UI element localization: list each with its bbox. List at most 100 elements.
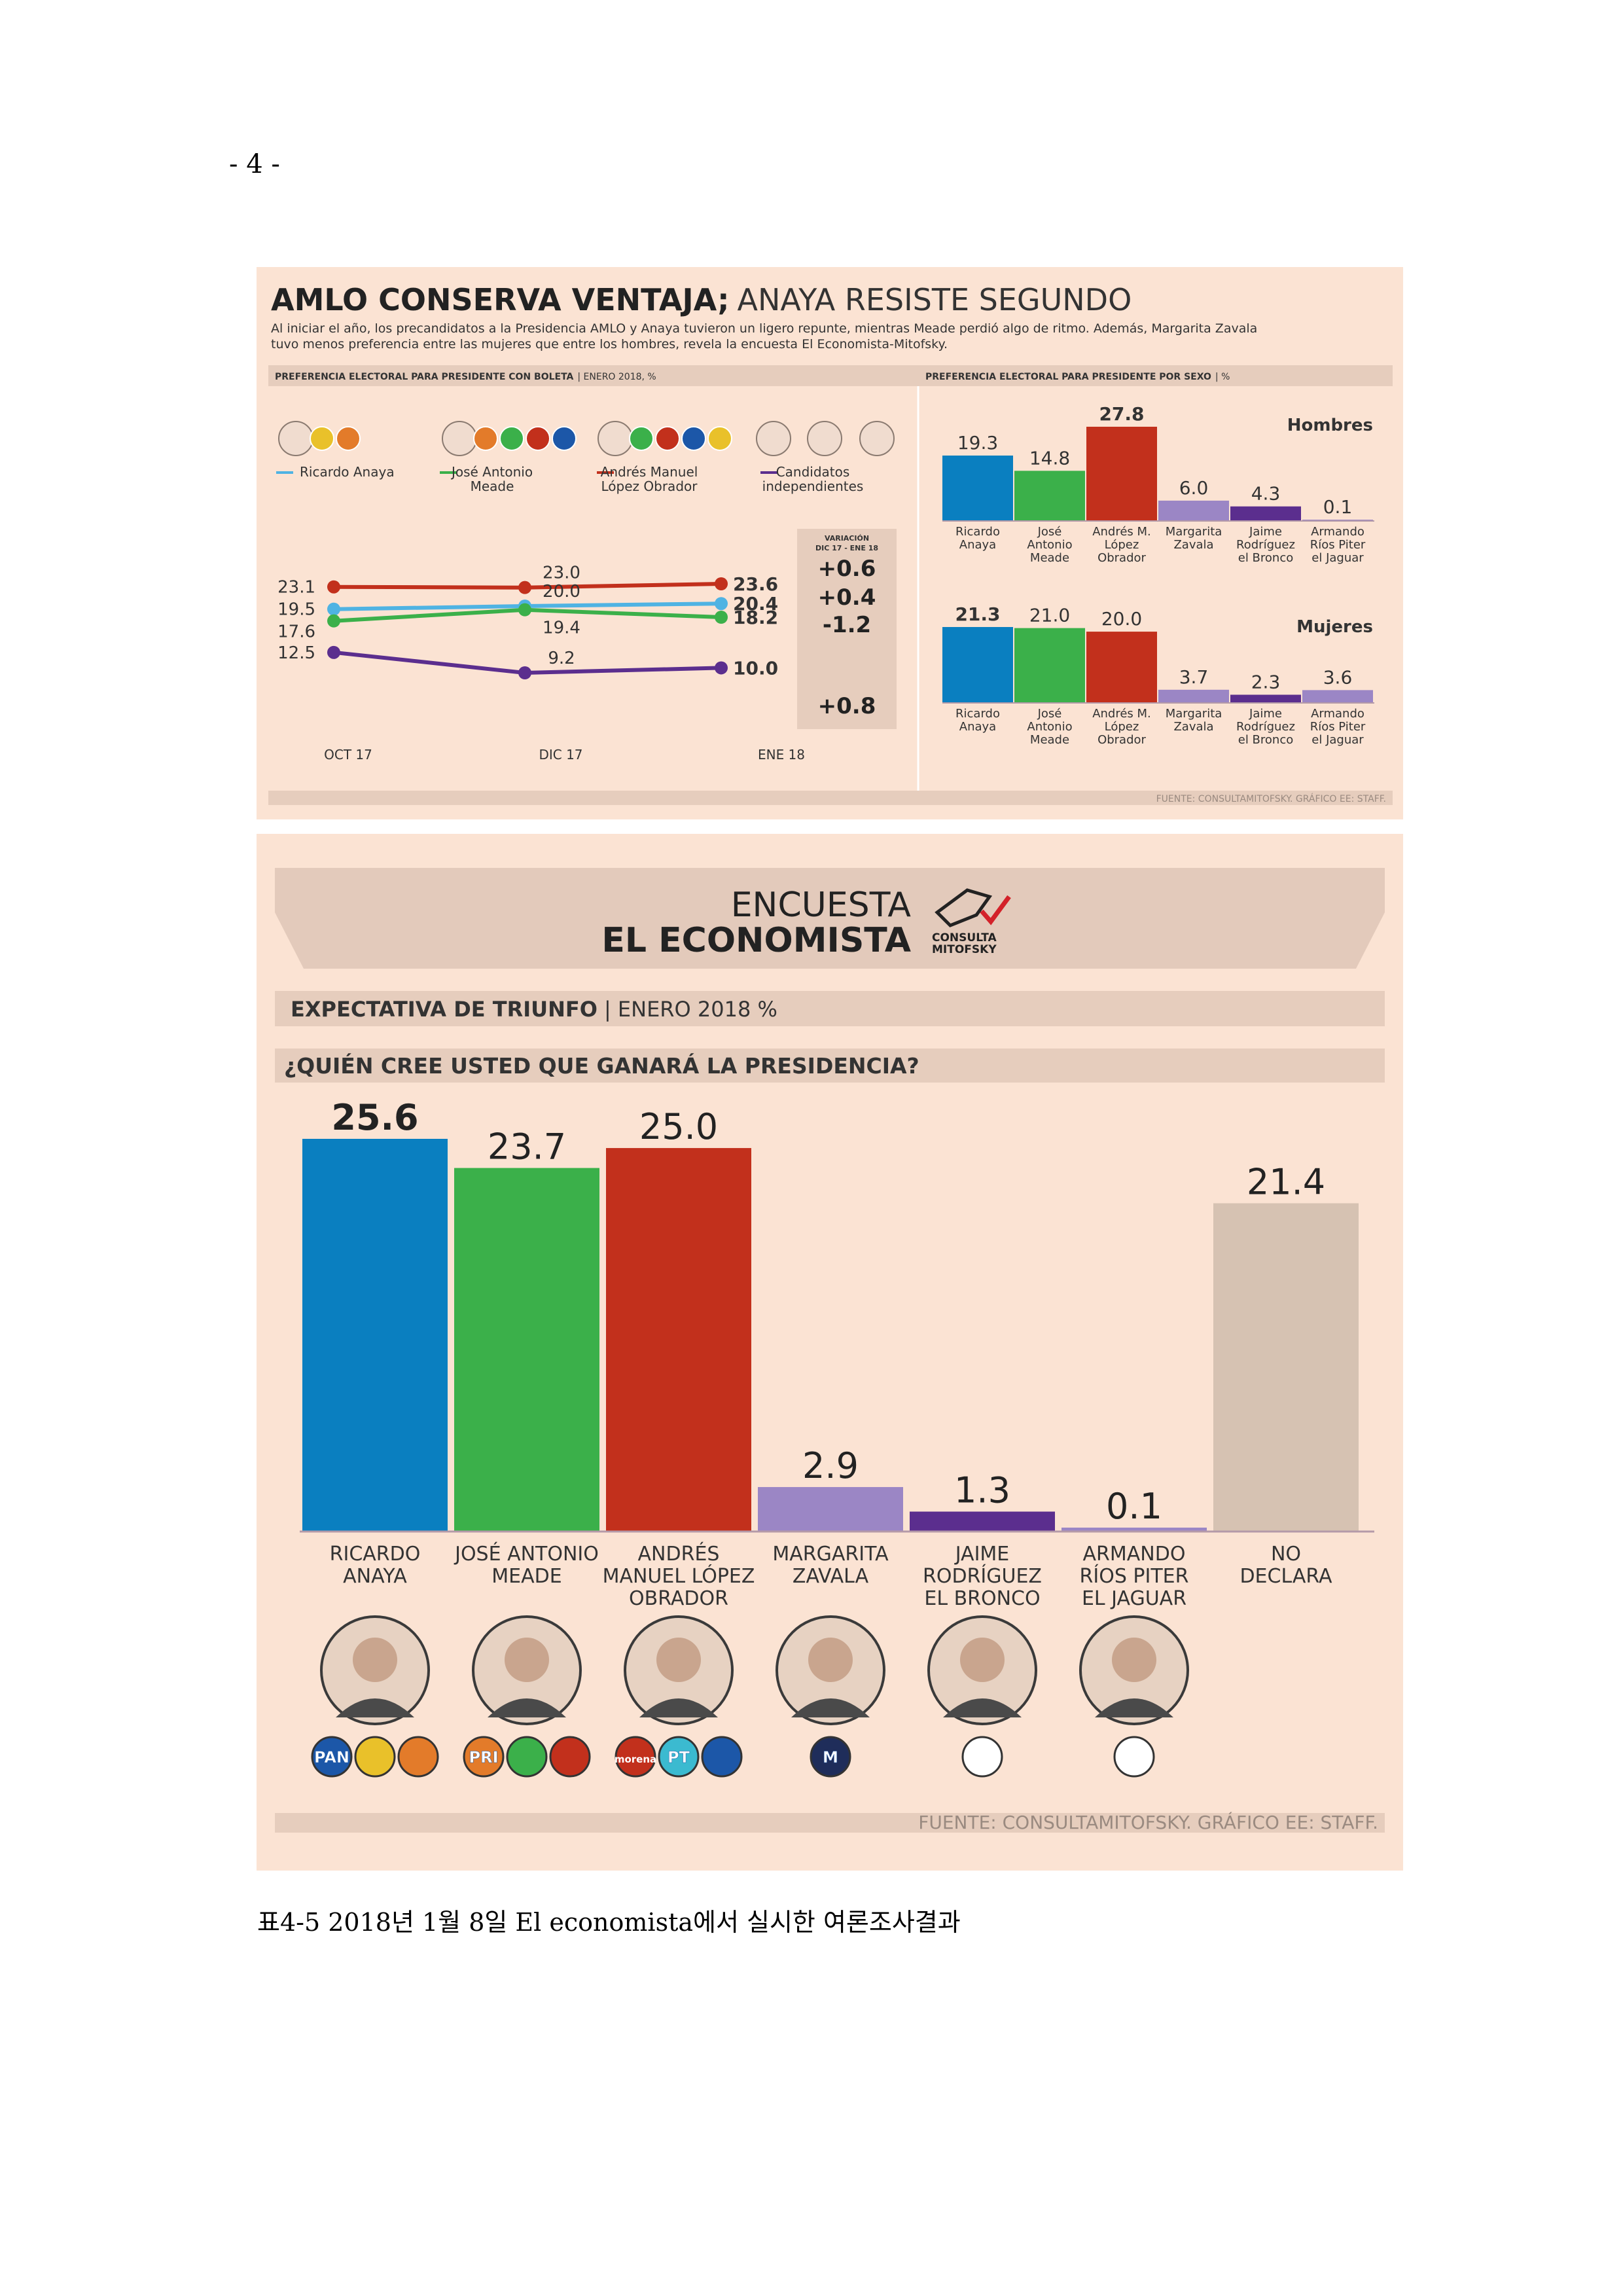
candidate-photo-icon [442,421,477,456]
bar-value-label: 0.1 [1106,1486,1162,1527]
figure-caption: 표4-5 2018년 1월 8일 El economista에서 실시한 여론조… [257,1908,961,1937]
panel1-intro-line1: Al iniciar el año, los precandidatos a l… [271,321,1257,336]
bar [1213,1203,1359,1532]
bar [1014,628,1085,703]
category-label: Margarita [1166,525,1222,539]
bar-value-label: 21.4 [1247,1161,1325,1202]
category-label: Ricardo [955,707,1000,721]
logo-check [980,895,1011,925]
sex-chart-title: Mujeres [1296,617,1373,637]
panel1-intro-line2: tuvo menos preferencia entre las mujeres… [271,337,948,351]
category-label: EL JAGUAR [1082,1587,1186,1610]
category-label: ARMANDO [1083,1543,1186,1566]
legend-label: López Obrador [601,478,698,494]
party-logo-icon [310,426,334,451]
panel2-source: FUENTE: CONSULTAMITOFSKY. GRÁFICO EE: ST… [918,1811,1378,1833]
candidate-photos: PAN PRI morena PT M [311,1615,1189,1778]
category-label: Zavala [1173,538,1213,552]
candidate-photo-icon [597,421,633,456]
category-label: Ríos Piter [1310,538,1366,552]
panel1-source: FUENTE: CONSULTAMITOFSKY. GRÁFICO EE: ST… [1156,793,1386,804]
party-logo-icon [506,1736,548,1778]
category-label: Andrés M. [1092,525,1151,539]
bar [606,1148,751,1532]
panel1-source-bar [268,791,1393,805]
shoulders-icon [336,1698,414,1717]
variation-box-bg [797,529,897,729]
point-label: 23.0 [543,564,580,583]
candidate-photo-icon [278,421,313,456]
bar-value-label: 3.7 [1179,666,1209,688]
party-logo-icon [463,1736,505,1778]
category-label: Jaime [1249,525,1282,539]
category-label: Meade [1030,733,1069,747]
category-label: José [1037,707,1062,721]
bar-value-label: 21.3 [955,603,1000,625]
shoulders-icon [791,1698,870,1717]
category-label: el Jaguar [1311,551,1364,565]
logo-mark [935,888,993,927]
category-label: Ríos Piter [1310,720,1366,734]
subheader-bar [275,991,1385,1026]
category-label: Zavala [1173,720,1213,734]
category-label: MANUEL LÓPEZ [603,1564,755,1588]
party-abbreviation: PT [668,1748,690,1767]
bar-value-label: 19.3 [957,432,998,454]
face-icon [960,1638,1005,1682]
category-label: Andrés M. [1092,707,1151,721]
category-label: OBRADOR [629,1587,728,1610]
party-logo-icon [961,1736,1003,1778]
mitofsky-logo: CONSULTA MITOFSKY [932,888,1011,956]
category-label: MEADE [491,1565,562,1588]
point-label: 12.5 [277,643,315,663]
left-header-bar [268,365,929,386]
series-point [715,597,728,611]
category-label: JOSÉ ANTONIO [454,1542,599,1566]
legend-label: Candidatos [776,464,850,480]
right-header: PREFERENCIA ELECTORAL PARA PRESIDENTE PO… [925,372,1230,382]
category-label: JAIME [954,1543,1010,1566]
logo-text-1: CONSULTA [932,931,997,944]
legend-label: Ricardo Anaya [300,464,395,480]
party-logo-icon [629,426,654,451]
category-label: Obrador [1097,733,1146,747]
party-logo-icon [681,426,706,451]
panel2-source-bar [275,1813,1385,1833]
category-label: RODRÍGUEZ [923,1564,1042,1588]
right-header-bar [919,365,1393,386]
left-header: PREFERENCIA ELECTORAL PARA PRESIDENTE CO… [275,372,656,382]
bar [1158,689,1229,703]
bar-value-label: 20.0 [1101,608,1142,630]
sex-chart-title: Hombres [1287,416,1373,435]
point-label: 9.2 [548,649,575,668]
series-point [327,614,340,628]
panel1-title-light: ANAYA RESISTE SEGUNDO [738,282,1132,317]
category-label: RÍOS PITER [1080,1564,1189,1588]
series-point [518,603,531,617]
party-abbreviation: PAN [314,1748,349,1767]
bar-value-label: 23.7 [488,1126,566,1168]
x-tick-label: ENE 18 [758,747,805,762]
bar [1086,427,1157,521]
variation-value: -1.2 [823,612,871,638]
banner-line1: ENCUESTA [731,886,912,925]
bar [1086,632,1157,703]
bar-value-label: 21.0 [1029,605,1070,626]
party-abbreviation: M [823,1748,838,1767]
variation-value: +0.8 [818,693,876,719]
category-label: el Jaguar [1311,733,1364,747]
party-logo-icon [336,426,361,451]
x-tick-label: OCT 17 [324,747,372,762]
shoulders-icon [943,1698,1022,1717]
bar [302,1139,448,1532]
point-label: 18.2 [733,607,778,628]
bar [910,1511,1055,1532]
shoulders-icon [1095,1698,1173,1717]
party-logo-icon [810,1736,851,1778]
legend-label: José Antonio [450,464,533,480]
party-logo-icon [354,1736,396,1778]
bar [1302,690,1373,703]
